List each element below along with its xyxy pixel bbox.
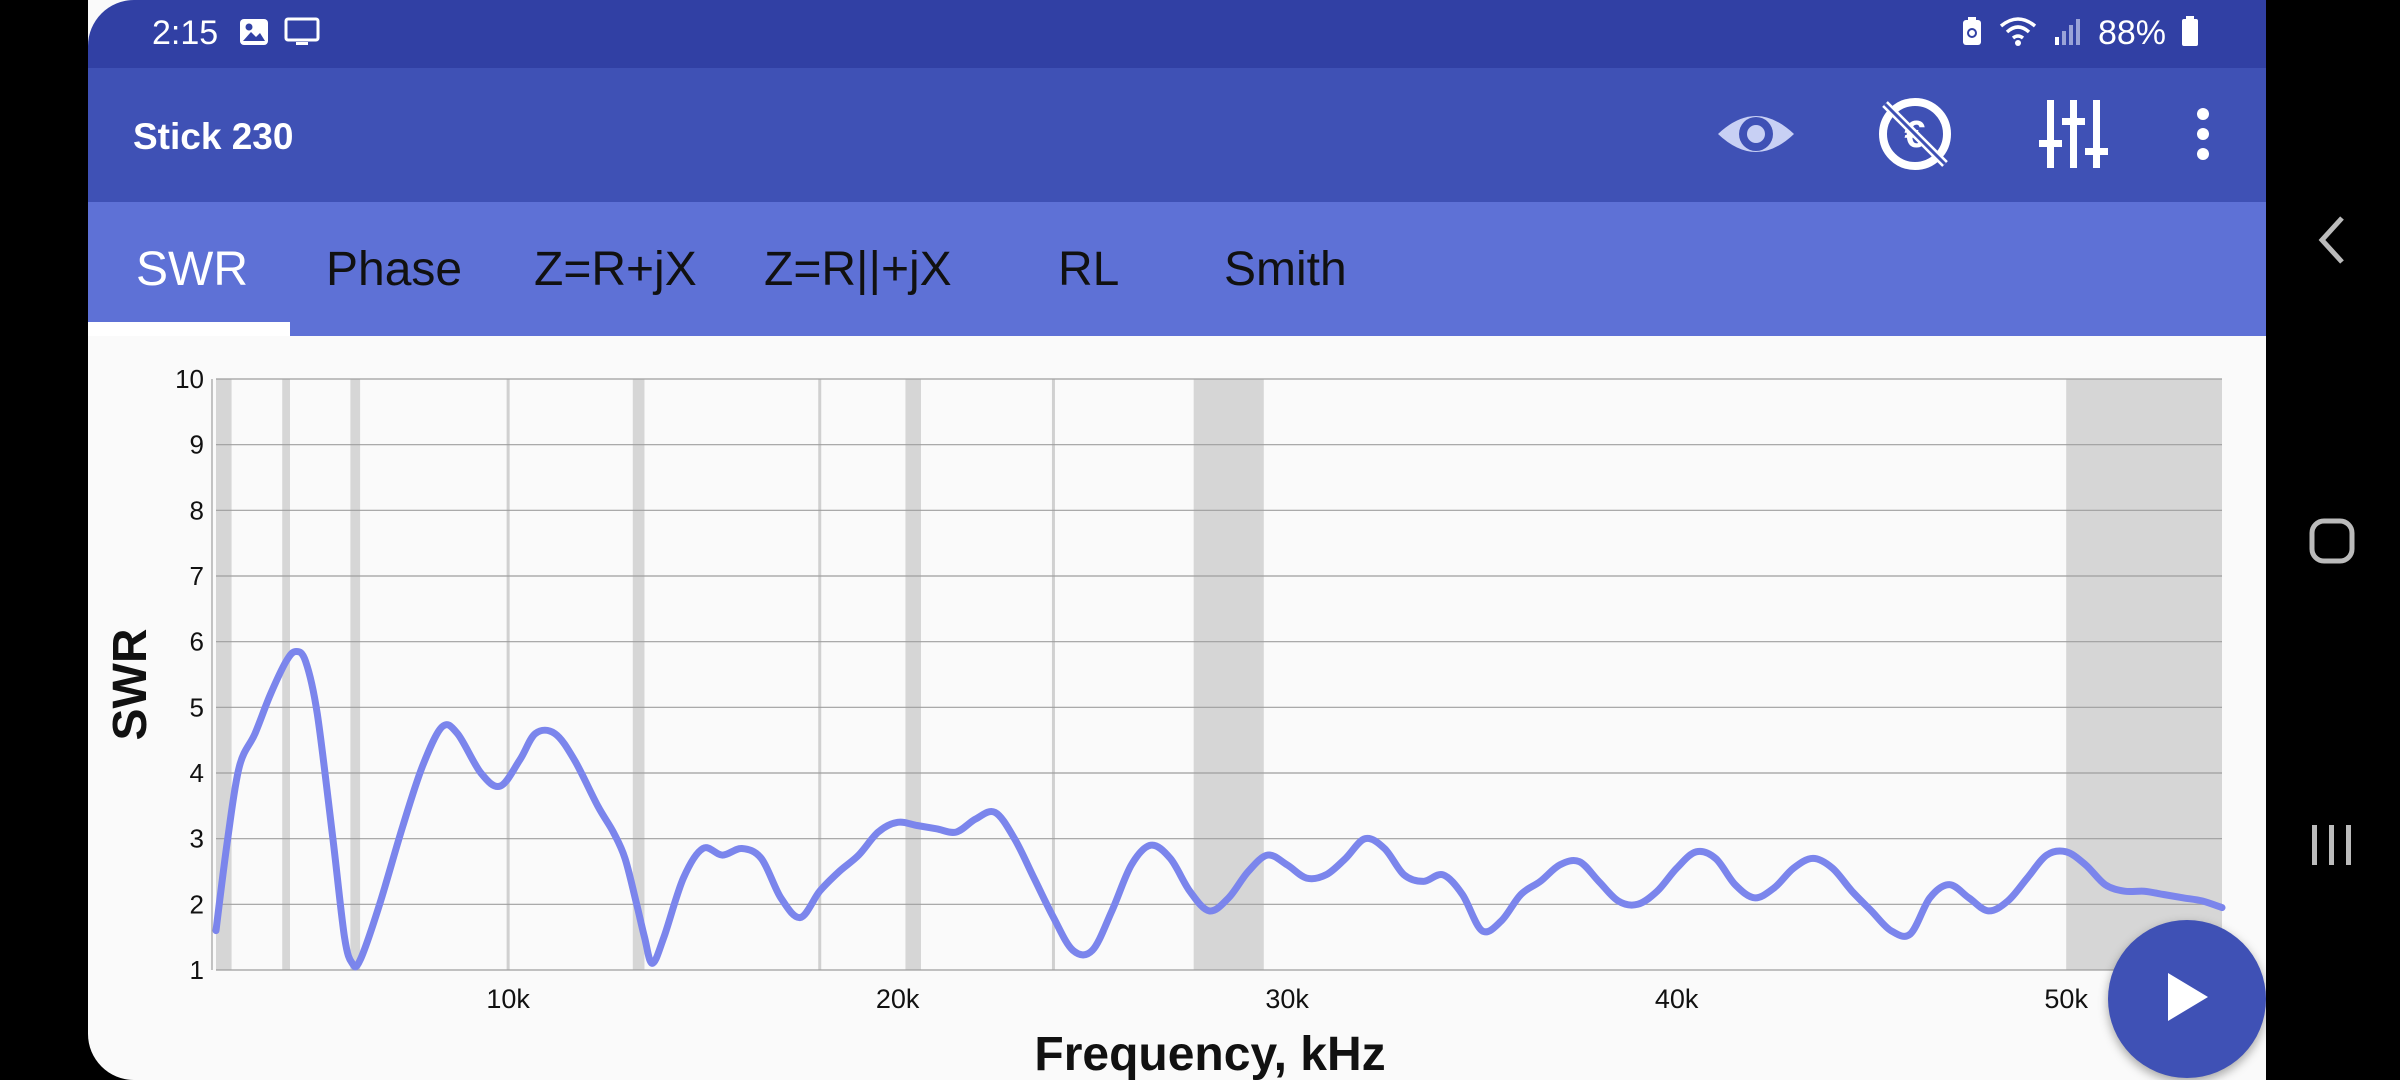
amateur-band-shade: [905, 379, 922, 970]
status-time: 2:15: [152, 14, 219, 52]
tab-label: Z=R||+jX: [764, 242, 952, 296]
swr-chart[interactable]: 1 2 3 4 5 6 7 8 9 10 10k 20k 30k 40k 50k SWR Frequency, …: [88, 336, 2266, 1080]
currency-off-button[interactable]: €: [1875, 96, 1955, 176]
battery-icon: [2180, 15, 2200, 52]
tab-return-loss[interactable]: RL: [1058, 202, 1119, 336]
tab-label: Phase: [326, 242, 463, 296]
active-tab-indicator: [88, 322, 290, 336]
equalizer-icon: [2035, 96, 2111, 177]
y-axis-title: SWR: [104, 629, 157, 741]
back-button[interactable]: [2292, 202, 2372, 282]
x-tick-label: 30k: [1265, 984, 1309, 1014]
tab-impedance-series[interactable]: Z=R+jX: [534, 202, 697, 336]
x-tick-label: 40k: [1655, 984, 1699, 1014]
tab-phase[interactable]: Phase: [326, 202, 462, 336]
eye-icon: [1714, 104, 1798, 169]
gallery-notification-icon: [238, 16, 270, 53]
wifi-icon: [1998, 15, 2038, 52]
y-tick-label: 4: [190, 758, 204, 788]
more-vert-icon: [2193, 104, 2213, 169]
tab-bar: SWR Phase Z=R+jX Z=R||+jX RL Smith: [88, 202, 2266, 336]
y-tick-label: 1: [190, 955, 204, 985]
y-tick-label: 8: [190, 495, 204, 525]
tab-label: SWR: [136, 242, 248, 296]
system-navigation-bar: [2266, 0, 2400, 1080]
x-tick-label: 50k: [2044, 984, 2088, 1014]
home-button[interactable]: [2292, 503, 2372, 583]
amateur-band-shade: [1193, 379, 1264, 970]
battery-saver-icon: [1960, 15, 1984, 52]
y-tick-label: 10: [175, 364, 204, 394]
battery-percentage: 88%: [2097, 14, 2166, 52]
recent-apps-icon: [2304, 817, 2360, 878]
more-options-button[interactable]: [2163, 96, 2243, 176]
tab-label: Smith: [1224, 242, 1347, 296]
amateur-band-shade: [282, 379, 291, 970]
x-tick-label: 10k: [486, 984, 530, 1014]
swr-chart-svg: 1 2 3 4 5 6 7 8 9 10 10k 20k 30k 40k 50k SWR Frequency, …: [104, 364, 2226, 1080]
tab-impedance-parallel[interactable]: Z=R||+jX: [764, 202, 952, 336]
y-tick-label: 7: [190, 561, 204, 591]
screen-cast-notification-icon: [284, 16, 320, 53]
tab-swr[interactable]: SWR: [136, 202, 248, 336]
x-axis-title: Frequency, kHz: [1034, 1028, 1385, 1080]
cell-signal-icon: [2052, 15, 2084, 52]
back-icon: [2312, 212, 2352, 273]
y-tick-label: 3: [190, 824, 204, 854]
app-bar: Stick 230 €: [88, 68, 2266, 202]
equalizer-button[interactable]: [2033, 96, 2113, 176]
home-icon: [2304, 513, 2360, 574]
amateur-band-shade: [2066, 379, 2222, 970]
amateur-band-shade: [350, 379, 361, 970]
x-tick-label: 20k: [876, 984, 920, 1014]
y-tick-label: 5: [190, 692, 204, 722]
y-tick-label: 2: [190, 889, 204, 919]
y-tick-label: 6: [190, 627, 204, 657]
eye-button[interactable]: [1716, 96, 1796, 176]
tab-smith[interactable]: Smith: [1224, 202, 1347, 336]
swr-series-line: [212, 647, 2226, 971]
recent-apps-button[interactable]: [2292, 807, 2372, 887]
currency-off-icon: €: [1875, 94, 1955, 179]
status-bar: 2:15 88%: [88, 0, 2266, 68]
tab-label: Z=R+jX: [534, 242, 697, 296]
amateur-band-shade: [632, 379, 645, 970]
tab-label: RL: [1058, 242, 1120, 296]
run-sweep-button[interactable]: [2108, 920, 2266, 1078]
play-icon: [2162, 969, 2212, 1030]
app-title: Stick 230: [133, 116, 294, 157]
app-screen: 2:15 88% Stick 230: [88, 0, 2266, 1080]
y-tick-label: 9: [190, 430, 204, 460]
